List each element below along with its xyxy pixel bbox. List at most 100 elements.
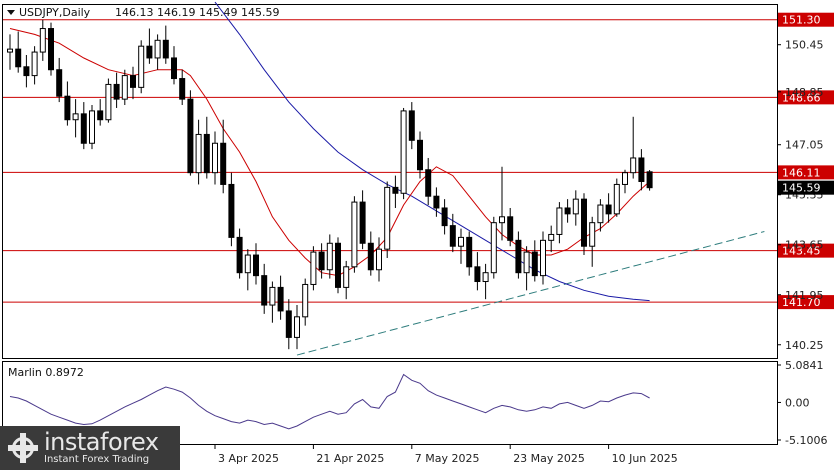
candle-body xyxy=(449,225,456,247)
candle-body xyxy=(359,201,366,244)
level-label: 146.11 xyxy=(782,166,821,179)
candle-body xyxy=(392,186,399,194)
candle-body xyxy=(499,216,505,224)
candle-body xyxy=(15,48,22,68)
indicator-label: Marlin 0.8972 xyxy=(8,366,84,379)
current-price-badge xyxy=(778,180,834,195)
candle-body xyxy=(507,216,514,241)
ma-slow-line xyxy=(214,1,650,302)
candle-body xyxy=(236,236,243,274)
logo-brand: instaforex xyxy=(44,428,159,456)
candle-body xyxy=(187,98,194,174)
candle-body xyxy=(581,198,587,247)
horizontal-levels: 151.30 148.66 146.11 143.45 141.70 xyxy=(3,12,834,310)
candle-body xyxy=(105,83,112,121)
candle-body xyxy=(351,201,358,268)
oscillator-line xyxy=(9,373,650,430)
candle-body xyxy=(474,266,481,283)
candles xyxy=(7,19,653,350)
candle-body xyxy=(613,183,620,215)
time-tick-label: 3 Apr 2025 xyxy=(218,452,279,465)
candle-body xyxy=(605,204,612,215)
price-tick-label: 143.65 xyxy=(785,239,824,252)
level-label: 151.30 xyxy=(782,14,821,27)
candle-body xyxy=(458,236,464,247)
candle-body xyxy=(466,236,473,268)
level-badge xyxy=(778,90,834,105)
candle-body xyxy=(253,254,259,277)
candle-body xyxy=(154,39,161,59)
candle-body xyxy=(162,39,169,59)
candle-body xyxy=(7,48,13,53)
logo-tagline: Instant Forex Trading xyxy=(44,454,150,465)
candle-body xyxy=(64,95,71,121)
candle-body xyxy=(277,286,284,312)
candle-body xyxy=(638,157,645,182)
candle-body xyxy=(171,57,177,80)
candle-body xyxy=(441,207,448,227)
trend-line-segment xyxy=(296,231,765,356)
level-label: 148.66 xyxy=(782,91,821,104)
candle-body xyxy=(80,113,87,144)
candle-body xyxy=(121,75,128,100)
candle-body xyxy=(72,113,79,121)
candle-body xyxy=(515,239,522,274)
candle-body xyxy=(417,139,423,171)
candle-body xyxy=(589,222,596,247)
candle-body xyxy=(318,251,325,271)
candle-body xyxy=(310,251,317,285)
candle-body xyxy=(113,83,120,100)
candle-body xyxy=(597,204,604,224)
candle-body xyxy=(564,207,571,215)
candle-body xyxy=(302,283,309,318)
candle-body xyxy=(622,172,628,185)
candle-body xyxy=(367,242,374,271)
price-tick-label: 148.85 xyxy=(785,86,824,99)
candle-body xyxy=(130,75,136,88)
candle-body xyxy=(89,110,95,144)
candle-body xyxy=(490,222,497,274)
candle-body xyxy=(138,45,145,88)
candle-body xyxy=(408,110,415,141)
level-badge xyxy=(778,243,834,258)
candle-body xyxy=(285,310,292,338)
candle-body xyxy=(195,133,202,174)
instaforex-logo: instaforex Instant Forex Trading xyxy=(0,426,180,470)
logo-mark-icon xyxy=(6,431,40,465)
candle-body xyxy=(540,239,546,277)
candle-body xyxy=(326,242,333,271)
candle-body xyxy=(220,142,227,185)
price-tick-label: 141.95 xyxy=(785,289,824,302)
chart-symbol: USDJPY,Daily xyxy=(19,6,91,19)
candle-body xyxy=(384,186,391,250)
oscillator-tick-label: 0.00 xyxy=(785,396,810,409)
price-tick-label: 150.45 xyxy=(785,39,824,52)
candle-body xyxy=(97,110,104,121)
level-badge xyxy=(778,12,834,27)
candle-body xyxy=(425,169,432,197)
price-axis: 150.45148.85147.05145.35143.65141.95140.… xyxy=(777,39,834,352)
candle-body xyxy=(531,251,538,277)
chart-ohlc: 146.13 146.19 145.49 145.59 xyxy=(115,6,279,19)
indicator-panel-frame xyxy=(2,361,778,445)
candle-body xyxy=(48,28,54,71)
time-axis: 3 Apr 2025 21 Apr 2025 7 May 2025 23 May 20… xyxy=(214,445,678,465)
candle-body xyxy=(261,275,268,306)
candle-body xyxy=(572,198,579,215)
level-badge xyxy=(778,165,834,180)
candle-body xyxy=(56,69,63,97)
candle-body xyxy=(482,272,489,283)
price-tick-label: 147.05 xyxy=(785,139,824,152)
candle-body xyxy=(294,316,300,338)
candle-body xyxy=(646,171,653,189)
candle-body xyxy=(433,195,440,209)
candle-body xyxy=(212,142,218,174)
candle-body xyxy=(23,66,30,77)
oscillator: 5.0841 0.00 -5.1006 xyxy=(9,359,827,447)
candle-body xyxy=(269,286,276,306)
candle-body xyxy=(31,51,38,77)
level-label: 141.70 xyxy=(782,296,821,309)
candle-body xyxy=(146,45,153,59)
collapse-triangle-icon[interactable] xyxy=(7,10,15,15)
